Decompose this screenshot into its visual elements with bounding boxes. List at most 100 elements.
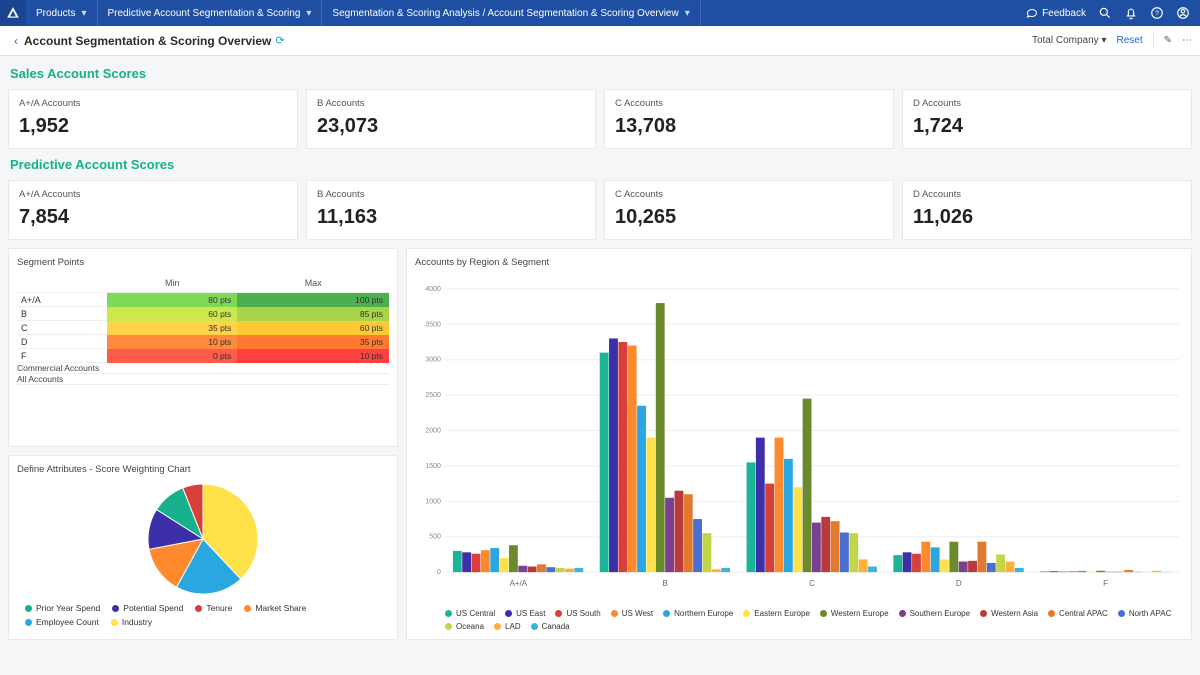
kpi-label: A+/A Accounts: [19, 98, 287, 109]
legend-label: Southern Europe: [910, 609, 971, 618]
legend-dot: [743, 610, 750, 617]
legend-label: Eastern Europe: [754, 609, 810, 618]
chat-icon: [1026, 7, 1038, 19]
svg-text:2000: 2000: [425, 428, 441, 435]
table-row: B 60 pts 85 pts: [17, 307, 389, 321]
kpi-value: 11,026: [913, 206, 1181, 229]
kpi-label: D Accounts: [913, 189, 1181, 200]
kpi-label: A+/A Accounts: [19, 189, 287, 200]
edit-icon[interactable]: ✎: [1164, 35, 1172, 46]
legend-dot: [899, 610, 906, 617]
reset-link[interactable]: Reset: [1116, 35, 1142, 46]
kpi-value: 10,265: [615, 206, 883, 229]
kpi-label: C Accounts: [615, 189, 883, 200]
nav-breadcrumb[interactable]: Segmentation & Scoring Analysis / Accoun…: [322, 0, 700, 26]
kpi-label: D Accounts: [913, 98, 1181, 109]
bar-chart: 05001000150020002500300035004000A+/ABCDF: [415, 272, 1183, 603]
legend-item[interactable]: US West: [611, 609, 653, 618]
kpi-value: 13,708: [615, 115, 883, 138]
nav-breadcrumb-label: Segmentation & Scoring Analysis / Accoun…: [332, 8, 678, 19]
legend-dot: [244, 605, 251, 612]
legend-item[interactable]: Prior Year Spend: [25, 603, 100, 613]
kpi-card: D Accounts 11,026: [902, 180, 1192, 240]
svg-text:1000: 1000: [425, 498, 441, 505]
legend-item[interactable]: Eastern Europe: [743, 609, 810, 618]
legend-label: LAD: [505, 622, 521, 631]
legend-dot: [112, 605, 119, 612]
legend-item[interactable]: Canada: [531, 622, 570, 631]
bar-chart-panel: Accounts by Region & Segment 05001000150…: [406, 248, 1192, 640]
company-selector[interactable]: Total Company ▾: [1032, 35, 1107, 46]
legend-item[interactable]: US East: [505, 609, 545, 618]
pie-title: Define Attributes - Score Weighting Char…: [17, 464, 389, 475]
legend-dot: [1118, 610, 1125, 617]
legend-item[interactable]: Market Share: [244, 603, 306, 613]
legend-label: US Central: [456, 609, 495, 618]
kpi-label: B Accounts: [317, 189, 585, 200]
kpi-value: 23,073: [317, 115, 585, 138]
nav-module-label: Predictive Account Segmentation & Scorin…: [108, 8, 301, 19]
svg-text:?: ?: [1155, 10, 1159, 17]
legend-dot: [445, 610, 452, 617]
search-icon[interactable]: [1098, 6, 1112, 20]
svg-text:500: 500: [429, 534, 441, 541]
content-area: Sales Account Scores A+/A Accounts 1,952…: [0, 56, 1200, 675]
pie-chart: [133, 479, 273, 599]
legend-item[interactable]: North APAC: [1118, 609, 1172, 618]
legend-item[interactable]: Northern Europe: [663, 609, 733, 618]
kpi-card: A+/A Accounts 1,952: [8, 89, 298, 149]
refresh-icon[interactable]: ⟳: [275, 34, 284, 47]
nav-module[interactable]: Predictive Account Segmentation & Scorin…: [98, 0, 323, 26]
nav-products[interactable]: Products ▾: [26, 0, 98, 26]
legend-item[interactable]: Tenure: [195, 603, 232, 613]
feedback-button[interactable]: Feedback: [1026, 7, 1086, 19]
kpi-value: 1,724: [913, 115, 1181, 138]
back-button[interactable]: ‹: [8, 34, 24, 48]
legend-item[interactable]: Southern Europe: [899, 609, 971, 618]
kpi-value: 11,163: [317, 206, 585, 229]
predictive-kpi-row: A+/A Accounts 7,854 B Accounts 11,163 C …: [8, 180, 1192, 240]
legend-item[interactable]: US Central: [445, 609, 495, 618]
legend-label: Potential Spend: [123, 603, 183, 613]
svg-text:4000: 4000: [425, 286, 441, 293]
bell-icon[interactable]: [1124, 6, 1138, 20]
legend-dot: [494, 623, 501, 630]
top-navbar: Products ▾ Predictive Account Segmentati…: [0, 0, 1200, 26]
more-icon[interactable]: ⋯: [1182, 35, 1192, 46]
legend-item[interactable]: Western Europe: [820, 609, 889, 618]
all-accounts-label: All Accounts: [17, 374, 389, 385]
legend-label: Prior Year Spend: [36, 603, 100, 613]
legend-dot: [663, 610, 670, 617]
app-logo[interactable]: [0, 0, 26, 26]
seg-max-cell: 35 pts: [237, 335, 389, 349]
table-row: A+/A 80 pts 100 pts: [17, 293, 389, 307]
pie-panel: Define Attributes - Score Weighting Char…: [8, 455, 398, 640]
seg-min-cell: 60 pts: [107, 307, 237, 321]
svg-text:D: D: [956, 579, 962, 588]
legend-item[interactable]: Oceana: [445, 622, 484, 631]
legend-item[interactable]: Employee Count: [25, 617, 99, 627]
kpi-card: C Accounts 13,708: [604, 89, 894, 149]
legend-item[interactable]: Industry: [111, 617, 152, 627]
chevron-down-icon: ▾: [306, 8, 311, 19]
page-title: Account Segmentation & Scoring Overview: [24, 34, 271, 48]
legend-item[interactable]: LAD: [494, 622, 521, 631]
svg-text:A+/A: A+/A: [510, 579, 528, 588]
legend-dot: [505, 610, 512, 617]
svg-text:C: C: [809, 579, 815, 588]
seg-row-label: B: [17, 307, 107, 321]
legend-item[interactable]: Western Asia: [980, 609, 1038, 618]
help-icon[interactable]: ?: [1150, 6, 1164, 20]
kpi-label: B Accounts: [317, 98, 585, 109]
legend-item[interactable]: Potential Spend: [112, 603, 183, 613]
legend-item[interactable]: Central APAC: [1048, 609, 1108, 618]
legend-item[interactable]: US South: [555, 609, 600, 618]
kpi-value: 7,854: [19, 206, 287, 229]
legend-label: Western Europe: [831, 609, 889, 618]
kpi-card: C Accounts 10,265: [604, 180, 894, 240]
legend-dot: [611, 610, 618, 617]
user-icon[interactable]: [1176, 6, 1190, 20]
bar-legend: US Central US East US South US West Northern…: [415, 603, 1183, 631]
legend-dot: [195, 605, 202, 612]
kpi-value: 1,952: [19, 115, 287, 138]
